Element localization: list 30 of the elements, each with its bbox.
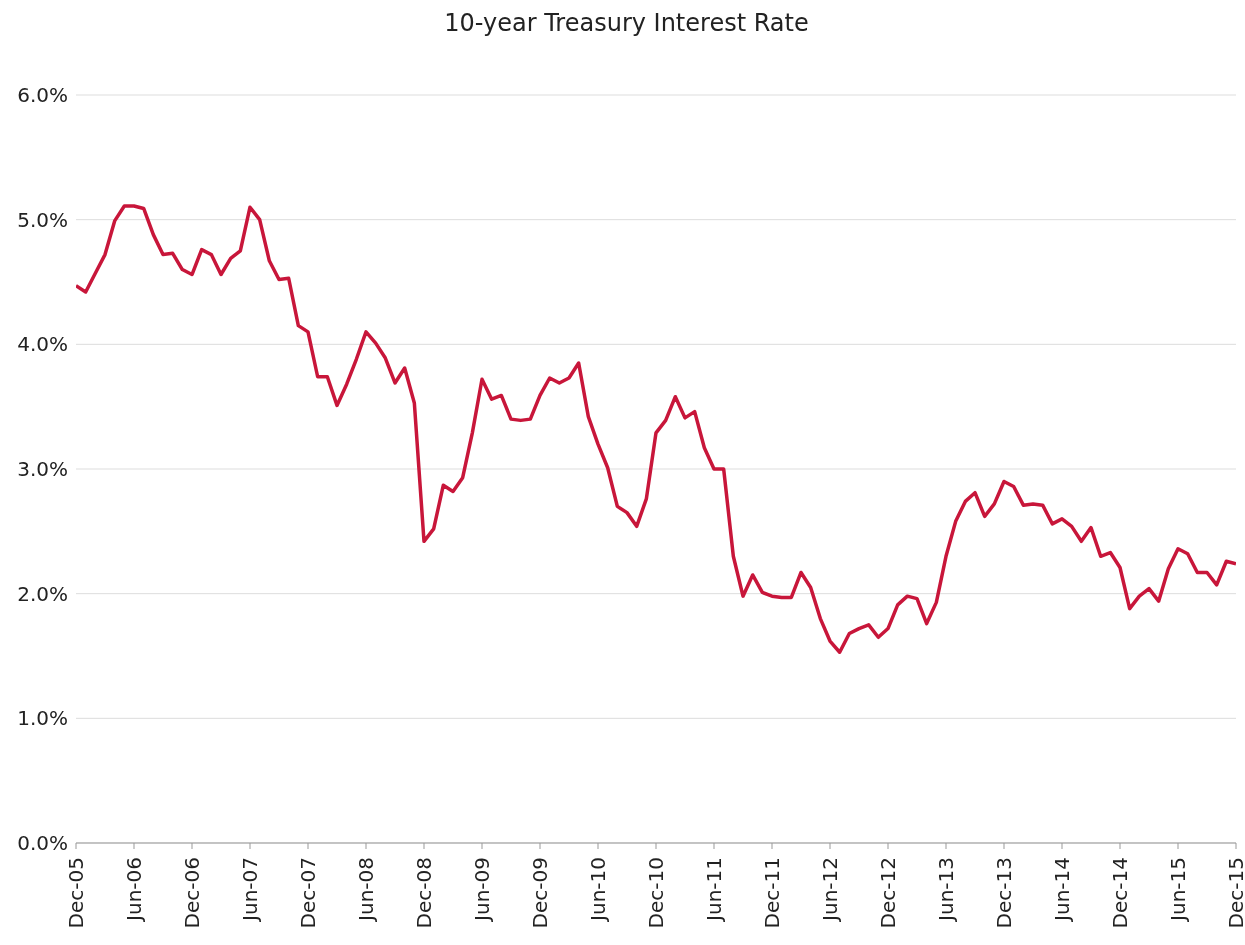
x-tick-label: Dec-06 <box>180 857 204 929</box>
x-tick-label: Dec-12 <box>876 857 900 929</box>
x-tick-label: Jun-08 <box>354 857 378 923</box>
line-series <box>76 204 1236 655</box>
y-tick-label: 5.0% <box>17 207 68 232</box>
x-tick-label: Jun-13 <box>934 857 958 923</box>
chart-title: 10-year Treasury Interest Rate <box>443 8 810 39</box>
x-tick-label: Jun-07 <box>238 857 262 923</box>
x-tick-label: Jun-11 <box>702 857 726 923</box>
x-tick-label: Dec-08 <box>412 857 436 929</box>
x-tick-label: Jun-10 <box>586 857 610 923</box>
x-tick-label: Jun-06 <box>122 857 146 923</box>
y-tick-label: 2.0% <box>17 581 68 606</box>
x-tick-label: Dec-13 <box>992 857 1016 929</box>
x-tick-label: Jun-12 <box>818 857 842 923</box>
x-tick-label: Dec-07 <box>296 857 320 929</box>
x-tick-label: Dec-05 <box>64 857 88 929</box>
y-tick-label: 6.0% <box>17 83 68 108</box>
x-tick-label: Dec-14 <box>1108 857 1132 929</box>
y-tick-label: 4.0% <box>17 332 68 357</box>
y-tick-label: 3.0% <box>17 457 68 482</box>
y-tick-label: 0.0% <box>17 831 68 856</box>
x-tick-label: Dec-09 <box>528 857 552 929</box>
x-tick-label: Dec-10 <box>644 857 668 929</box>
x-tick-label: Jun-14 <box>1050 857 1074 923</box>
x-tick-label: Jun-09 <box>470 857 494 923</box>
y-tick-label: 1.0% <box>17 706 68 731</box>
x-tick-label: Jun-15 <box>1166 857 1190 923</box>
x-tick-label: Dec-11 <box>760 857 784 929</box>
x-tick-label: Dec-15 <box>1224 857 1245 929</box>
